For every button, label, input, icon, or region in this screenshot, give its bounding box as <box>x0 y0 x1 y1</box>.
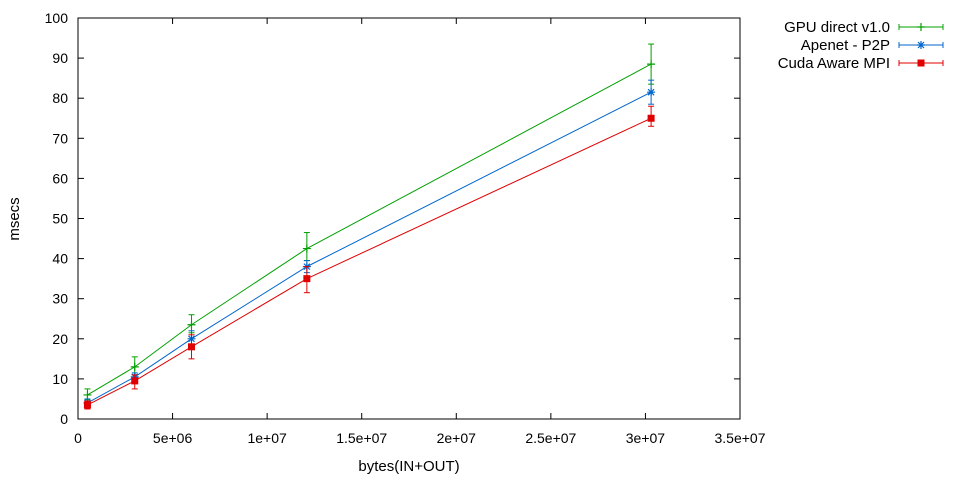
y-tick-label: 70 <box>52 130 68 146</box>
data-point <box>303 275 311 283</box>
series-group <box>83 79 656 408</box>
axis-ticks: 0 5e+06 1e+07 1.5e+07 2e+07 2.5e+07 3e+07 3.5e+… <box>45 10 766 446</box>
series-line <box>87 91 652 404</box>
y-tick-label: 80 <box>52 90 68 106</box>
x-tick-label: 2e+07 <box>437 430 477 446</box>
y-tick-label: 0 <box>60 411 68 427</box>
data-point <box>131 377 139 385</box>
legend-marker <box>917 59 925 67</box>
plot-frame <box>77 17 741 420</box>
y-tick-label: 60 <box>52 170 68 186</box>
x-tick-label: 3.5e+07 <box>715 430 766 446</box>
series-group <box>83 105 655 410</box>
x-axis-label: bytes(IN+OUT) <box>358 458 459 475</box>
y-tick-label: 10 <box>52 371 68 387</box>
legend-label: Apenet - P2P <box>801 37 890 54</box>
y-tick-label: 30 <box>52 291 68 307</box>
data-point <box>83 401 91 409</box>
y-tick-label: 40 <box>52 251 68 267</box>
y-axis-label: msecs <box>6 197 23 240</box>
series-layer <box>83 43 656 410</box>
x-tick-label: 1e+07 <box>247 430 287 446</box>
legend-label: Cuda Aware MPI <box>778 55 890 72</box>
x-tick-label: 3e+07 <box>626 430 666 446</box>
data-point <box>187 343 195 351</box>
y-tick-label: 100 <box>45 10 69 26</box>
x-tick-label: 5e+06 <box>153 430 193 446</box>
legend-marker <box>917 23 925 31</box>
y-tick-label: 90 <box>52 50 68 66</box>
legend-marker <box>917 41 925 49</box>
x-tick-label: 0 <box>74 430 82 446</box>
series-line <box>87 117 652 406</box>
series-group <box>83 43 656 401</box>
x-tick-label: 1.5e+07 <box>336 430 387 446</box>
data-point <box>647 60 656 69</box>
legend-label: GPU direct v1.0 <box>784 19 890 36</box>
x-tick-label: 2.5e+07 <box>525 430 576 446</box>
data-point <box>647 114 655 122</box>
data-point <box>130 362 139 371</box>
data-point <box>647 88 656 97</box>
series-line <box>87 63 652 396</box>
y-tick-label: 20 <box>52 331 68 347</box>
data-point <box>302 244 311 253</box>
y-tick-label: 50 <box>52 211 68 227</box>
data-point <box>83 390 92 399</box>
data-point <box>187 320 196 329</box>
